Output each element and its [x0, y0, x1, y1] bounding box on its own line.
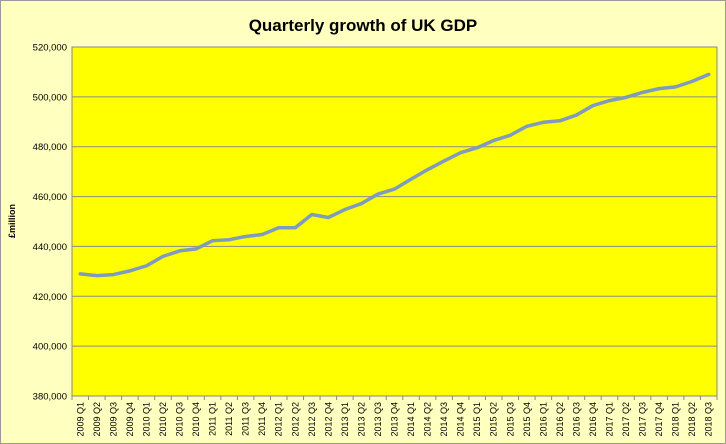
data-point — [624, 95, 628, 99]
data-point — [641, 90, 645, 94]
x-tick-label: 2012 Q1 — [274, 402, 284, 437]
x-tick-label: 2009 Q4 — [125, 402, 135, 437]
grid-lines — [72, 96, 717, 347]
data-point — [111, 273, 115, 277]
data-point — [260, 232, 264, 236]
x-tick-label: 2015 Q2 — [489, 402, 499, 437]
data-point — [475, 146, 479, 150]
data-point — [161, 254, 165, 258]
data-point — [277, 226, 281, 230]
data-point — [343, 208, 347, 212]
series-layer — [78, 72, 711, 278]
x-tick-label: 2012 Q3 — [307, 402, 317, 437]
x-tick-label: 2016 Q1 — [538, 402, 548, 437]
data-point — [707, 72, 711, 76]
data-point — [558, 119, 562, 123]
data-point — [310, 213, 314, 217]
x-axis-ticks: 2009 Q1 2009 Q2 2009 Q3 2009 Q4 2010 Q1 2010 … — [71, 396, 718, 437]
y-tick-label: 380,000 — [33, 392, 67, 403]
x-tick-label: 2014 Q4 — [456, 402, 466, 437]
x-tick-label: 2015 Q1 — [472, 402, 482, 437]
data-point — [144, 264, 148, 268]
x-tick-label: 2014 Q2 — [423, 402, 433, 437]
y-tick-label: 500,000 — [33, 92, 67, 103]
x-tick-label: 2012 Q4 — [323, 402, 333, 437]
x-tick-label: 2013 Q1 — [340, 402, 350, 437]
data-point — [194, 247, 198, 251]
x-tick-label: 2013 Q3 — [373, 402, 383, 437]
data-point — [409, 177, 413, 181]
x-tick-label: 2014 Q3 — [439, 402, 449, 437]
y-tick-label: 460,000 — [33, 192, 67, 203]
x-tick-label: 2009 Q1 — [75, 402, 85, 437]
y-tick-label: 440,000 — [33, 242, 67, 253]
x-tick-label: 2018 Q3 — [704, 402, 714, 437]
y-tick-label: 400,000 — [33, 342, 67, 353]
x-tick-label: 2011 Q4 — [257, 402, 267, 436]
data-point — [608, 99, 611, 103]
data-point — [326, 216, 330, 220]
plot-area — [71, 46, 718, 397]
x-tick-label: 2017 Q1 — [605, 402, 615, 437]
data-point — [227, 238, 231, 242]
data-point — [359, 202, 363, 206]
data-point — [690, 79, 694, 83]
x-tick-label: 2011 Q2 — [224, 402, 234, 436]
x-tick-label: 2009 Q3 — [108, 402, 118, 437]
x-tick-label: 2018 Q1 — [671, 402, 681, 437]
x-tick-label: 2017 Q4 — [654, 402, 664, 437]
y-axis-ticks: 380,000 400,000 420,000 440,000 460,000 480,0… — [33, 43, 67, 403]
x-tick-label: 2018 Q2 — [687, 402, 697, 437]
data-point — [541, 120, 545, 124]
data-point — [95, 274, 99, 278]
data-point — [525, 124, 529, 128]
data-point — [426, 168, 430, 172]
data-point — [674, 85, 678, 89]
x-tick-label: 2010 Q3 — [175, 402, 185, 437]
x-tick-label: 2012 Q2 — [290, 402, 300, 437]
data-point — [657, 87, 661, 91]
x-tick-label: 2016 Q4 — [588, 402, 598, 437]
x-tick-label: 2015 Q4 — [522, 402, 532, 437]
data-point — [591, 104, 595, 108]
x-tick-label: 2017 Q3 — [638, 402, 648, 437]
x-tick-label: 2009 Q2 — [92, 402, 102, 437]
x-tick-label: 2010 Q4 — [191, 402, 201, 437]
data-point — [393, 187, 396, 191]
data-point — [459, 151, 463, 155]
x-tick-label: 2014 Q1 — [406, 402, 416, 437]
y-tick-label: 520,000 — [33, 43, 67, 54]
x-tick-label: 2013 Q2 — [356, 402, 366, 437]
x-tick-label: 2013 Q4 — [390, 402, 400, 437]
data-point — [78, 272, 82, 276]
x-tick-label: 2010 Q1 — [141, 402, 151, 437]
data-point — [244, 234, 248, 238]
data-point — [574, 113, 578, 117]
x-tick-label: 2010 Q2 — [158, 402, 168, 437]
x-tick-label: 2017 Q2 — [621, 402, 631, 437]
data-point — [211, 239, 215, 243]
x-tick-label: 2016 Q3 — [571, 402, 581, 437]
y-tick-label: 480,000 — [33, 142, 67, 153]
data-point — [128, 269, 132, 273]
data-point — [178, 249, 181, 253]
x-tick-label: 2011 Q1 — [208, 402, 218, 436]
data-point — [492, 138, 496, 142]
data-point — [376, 192, 380, 196]
data-point — [293, 226, 297, 230]
x-tick-label: 2011 Q3 — [241, 402, 251, 436]
y-axis-label: £million — [7, 204, 17, 238]
data-point — [508, 133, 512, 137]
y-tick-label: 420,000 — [33, 292, 67, 303]
data-point — [442, 159, 446, 163]
x-tick-label: 2015 Q3 — [505, 402, 515, 437]
chart-title: Quarterly growth of UK GDP — [249, 16, 478, 35]
x-tick-label: 2016 Q2 — [555, 402, 565, 437]
